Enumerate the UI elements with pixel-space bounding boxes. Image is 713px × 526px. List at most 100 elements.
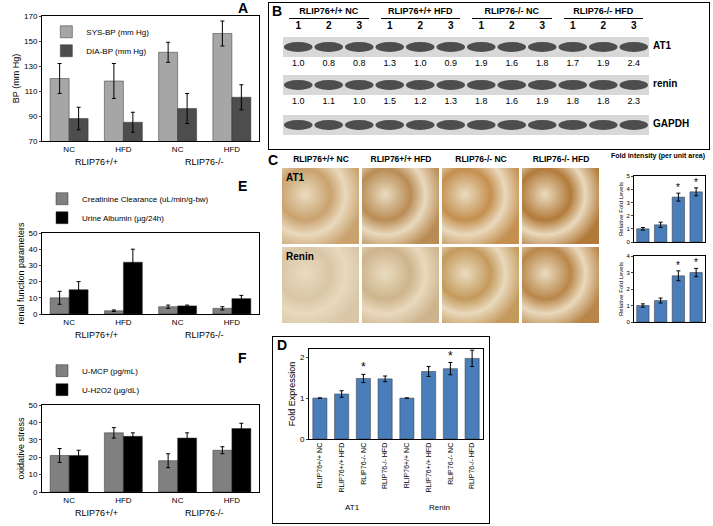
svg-text:3: 3	[626, 200, 630, 206]
svg-text:40: 40	[28, 418, 37, 427]
svg-text:*: *	[694, 257, 698, 268]
svg-text:70: 70	[28, 137, 37, 146]
html-text:Renin: Renin	[286, 251, 314, 262]
svg-text:170: 170	[24, 12, 38, 21]
svg-text:90: 90	[28, 112, 37, 121]
svg-text:renal function parameters: renal function parameters	[16, 222, 26, 325]
svg-text:*: *	[694, 177, 698, 188]
html-text:0.9: 0.9	[444, 58, 457, 68]
svg-text:20: 20	[28, 453, 37, 462]
svg-text:NC: NC	[172, 496, 184, 505]
svg-text:20: 20	[28, 277, 37, 286]
svg-text:0: 0	[33, 488, 38, 497]
svg-text:*: *	[448, 349, 453, 363]
svg-text:1: 1	[626, 226, 630, 232]
svg-text:3: 3	[626, 270, 630, 276]
svg-text:5: 5	[626, 173, 630, 179]
svg-text:RLIP76-/-: RLIP76-/-	[185, 330, 224, 340]
html-text:E: E	[238, 178, 248, 194]
svg-text:0: 0	[626, 319, 630, 325]
svg-text:HFD: HFD	[115, 496, 132, 505]
svg-text:Fold Expression: Fold Expression	[287, 362, 297, 427]
html-text:AT1: AT1	[286, 172, 305, 183]
svg-text:RLIP76+/+: RLIP76+/+	[75, 508, 118, 518]
html-text:1.6: 1.6	[505, 58, 518, 68]
svg-text:0: 0	[626, 239, 630, 245]
html-text:GAPDH: GAPDH	[653, 118, 690, 129]
svg-text:DIA-BP (mm Hg): DIA-BP (mm Hg)	[86, 47, 146, 56]
svg-text:4: 4	[626, 186, 630, 192]
svg-text:*: *	[676, 182, 680, 193]
svg-text:10: 10	[28, 294, 37, 303]
svg-text:10: 10	[28, 470, 37, 479]
svg-text:U-H2O2 (µg/dL): U-H2O2 (µg/dL)	[82, 386, 139, 395]
svg-text:AT1: AT1	[345, 503, 360, 512]
svg-text:RLIP76-/-: RLIP76-/-	[185, 157, 224, 167]
svg-text:2: 2	[626, 286, 630, 292]
svg-text:RLIP76-/- NC: RLIP76-/- NC	[447, 443, 454, 485]
svg-text:2: 2	[300, 353, 305, 362]
svg-text:NC: NC	[63, 145, 75, 154]
svg-text:150: 150	[24, 37, 38, 46]
svg-text:RLIP76-/- HFD: RLIP76-/- HFD	[381, 443, 388, 489]
svg-text:*: *	[361, 360, 366, 374]
svg-text:110: 110	[25, 87, 38, 96]
svg-text:Renin: Renin	[429, 503, 450, 512]
html-text:1.9: 1.9	[475, 58, 488, 68]
svg-text:RLIP76+/+: RLIP76+/+	[75, 157, 118, 167]
svg-text:Creatinine Clearance (uL/min/g: Creatinine Clearance (uL/min/g-bw)	[82, 195, 209, 204]
svg-text:1: 1	[300, 394, 305, 403]
html-text:RLIP76+/+ NC: RLIP76+/+ NC	[299, 6, 359, 16]
svg-text:Relative Fold Levels: Relative Fold Levels	[618, 262, 624, 316]
html-text:AT1: AT1	[653, 40, 672, 51]
html-text:0.8: 0.8	[353, 58, 366, 68]
html-text:1.3: 1.3	[383, 58, 396, 68]
svg-text:RLIP76+/+ NC: RLIP76+/+ NC	[403, 443, 410, 489]
html-text:C: C	[268, 152, 279, 168]
svg-text:Urine Albumin (µg/24h): Urine Albumin (µg/24h)	[82, 214, 164, 223]
svg-text:HFD: HFD	[115, 145, 132, 154]
svg-text:1: 1	[626, 303, 630, 309]
svg-text:RLIP76+/+ HFD: RLIP76+/+ HFD	[425, 443, 432, 493]
svg-text:NC: NC	[172, 318, 184, 327]
svg-text:NC: NC	[63, 318, 75, 327]
svg-text:*: *	[676, 260, 680, 271]
svg-text:0: 0	[300, 435, 305, 444]
svg-text:HFD: HFD	[224, 318, 241, 327]
html-text:0.8: 0.8	[322, 58, 335, 68]
html-text:renin: renin	[653, 78, 678, 89]
svg-text:RLIP76+/+ NC: RLIP76+/+ NC	[316, 443, 323, 489]
svg-text:130: 130	[24, 62, 38, 71]
html-text:RLIP76-/- NC: RLIP76-/- NC	[484, 6, 539, 16]
svg-text:0: 0	[33, 310, 38, 319]
svg-text:RLIP76-/- HFD: RLIP76-/- HFD	[468, 443, 475, 489]
svg-text:HFD: HFD	[224, 145, 241, 154]
svg-text:40: 40	[28, 245, 37, 254]
html-text:D: D	[277, 337, 288, 353]
svg-text:Relative Fold Levels: Relative Fold Levels	[618, 182, 624, 236]
svg-text:30: 30	[28, 261, 37, 270]
html-text:RLIP76+/+ HFD: RLIP76+/+ HFD	[388, 6, 453, 16]
svg-text:30: 30	[28, 436, 37, 445]
svg-text:2: 2	[626, 213, 630, 219]
html-text:A: A	[238, 0, 249, 16]
svg-text:RLIP76-/- NC: RLIP76-/- NC	[360, 443, 367, 485]
html-text:B: B	[272, 3, 283, 19]
svg-text:NC: NC	[63, 496, 75, 505]
svg-text:SYS-BP (mm Hg): SYS-BP (mm Hg)	[86, 28, 149, 37]
svg-text:4: 4	[626, 253, 630, 259]
svg-text:HFD: HFD	[224, 496, 241, 505]
svg-text:oxidative stress: oxidative stress	[16, 417, 26, 480]
html-text:1.0: 1.0	[414, 58, 427, 68]
svg-text:RLIP76+/+ HFD: RLIP76+/+ HFD	[338, 443, 345, 493]
svg-text:50: 50	[28, 229, 37, 238]
svg-text:HFD: HFD	[115, 318, 132, 327]
html-text:RLIP76-/- HFD: RLIP76-/- HFD	[573, 6, 634, 16]
svg-text:RLIP76-/-: RLIP76-/-	[185, 508, 224, 518]
svg-text:RLIP76+/+: RLIP76+/+	[75, 330, 118, 340]
svg-text:NC: NC	[172, 145, 184, 154]
svg-text:50: 50	[28, 401, 37, 410]
svg-text:U-MCP (pg/mL): U-MCP (pg/mL)	[82, 367, 138, 376]
svg-text:BP (mm Hg): BP (mm Hg)	[11, 54, 21, 103]
html-text:1.0: 1.0	[292, 58, 305, 68]
